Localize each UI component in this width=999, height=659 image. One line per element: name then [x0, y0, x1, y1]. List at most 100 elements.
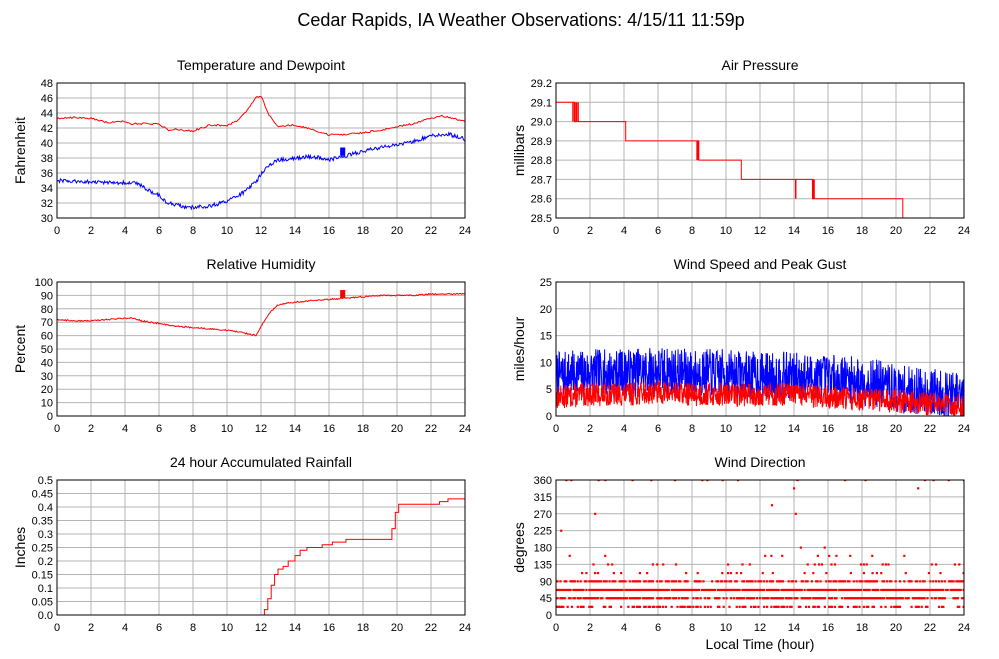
- direction-point: [646, 572, 649, 575]
- direction-point: [661, 588, 665, 592]
- y-axis-label: Inches: [12, 527, 28, 568]
- direction-point: [930, 563, 933, 566]
- direction-point: [624, 588, 627, 592]
- direction-point: [566, 588, 569, 592]
- direction-point: [725, 588, 728, 592]
- y-tick-label: 60: [41, 331, 53, 343]
- x-tick-label: 2: [587, 622, 593, 634]
- x-tick-label: 12: [754, 622, 766, 634]
- direction-point: [816, 588, 819, 592]
- y-tick-label: 0: [546, 610, 552, 622]
- direction-point: [685, 580, 688, 583]
- direction-point: [611, 563, 614, 566]
- direction-point: [939, 572, 942, 575]
- direction-point: [742, 605, 746, 608]
- y-tick-label: 0.4: [38, 502, 53, 514]
- direction-point: [962, 580, 964, 583]
- direction-point: [844, 588, 847, 592]
- direction-point: [952, 580, 955, 583]
- direction-point: [643, 605, 646, 608]
- direction-point: [885, 580, 889, 583]
- y-tick-label: 10: [41, 398, 53, 410]
- direction-point: [724, 588, 727, 592]
- direction-point: [676, 605, 679, 608]
- direction-point: [589, 605, 592, 608]
- direction-point: [641, 588, 644, 592]
- series-line: [556, 380, 964, 416]
- y-tick-label: 0: [546, 411, 552, 423]
- plot-area: [57, 290, 465, 337]
- direction-point: [950, 580, 954, 583]
- direction-point: [940, 605, 944, 608]
- direction-point: [956, 588, 959, 592]
- direction-point: [570, 480, 573, 482]
- direction-point: [859, 580, 863, 583]
- direction-point: [858, 597, 861, 600]
- direction-point: [591, 580, 594, 583]
- y-axis-label: Fahrenheit: [12, 117, 28, 184]
- y-tick-label: 135: [534, 559, 552, 571]
- x-tick-label: 16: [323, 225, 335, 237]
- direction-point: [594, 572, 597, 575]
- direction-point: [630, 588, 633, 592]
- direction-point: [872, 580, 876, 583]
- direction-point: [842, 580, 845, 583]
- direction-point: [689, 605, 692, 608]
- direction-point: [786, 605, 789, 608]
- direction-point: [669, 597, 672, 600]
- direction-point: [706, 597, 709, 600]
- direction-point: [699, 580, 702, 583]
- direction-point: [597, 480, 600, 482]
- direction-point: [599, 580, 602, 583]
- direction-point: [911, 597, 915, 600]
- direction-point: [562, 605, 565, 608]
- direction-point: [835, 554, 838, 557]
- direction-point: [659, 588, 662, 592]
- direction-point: [656, 563, 659, 566]
- direction-point: [673, 597, 676, 600]
- y-tick-label: 36: [41, 168, 53, 180]
- plot-frame: [555, 82, 965, 219]
- direction-point: [679, 605, 682, 608]
- direction-point: [696, 588, 699, 592]
- direction-point: [830, 605, 834, 608]
- direction-point: [716, 588, 720, 592]
- direction-point: [565, 588, 568, 592]
- x-tick-label: 24: [459, 423, 471, 435]
- direction-point: [556, 605, 559, 608]
- direction-point: [786, 597, 789, 600]
- x-tick-label: 22: [425, 225, 437, 237]
- y-tick-label: 225: [534, 526, 552, 538]
- direction-point: [914, 588, 918, 592]
- direction-point: [761, 597, 764, 600]
- direction-point: [735, 605, 738, 608]
- direction-point: [614, 597, 617, 600]
- direction-point: [804, 580, 808, 583]
- direction-point: [948, 580, 951, 583]
- direction-point: [559, 597, 562, 600]
- direction-point: [638, 605, 642, 608]
- x-tick-label: 14: [788, 423, 800, 435]
- direction-point: [680, 588, 683, 592]
- direction-point: [595, 597, 598, 600]
- x-tick-label: 4: [122, 622, 128, 634]
- direction-point: [599, 588, 602, 592]
- direction-point: [579, 605, 582, 608]
- direction-point: [560, 588, 563, 592]
- direction-point: [849, 572, 852, 575]
- direction-point: [620, 605, 623, 608]
- direction-point: [809, 588, 812, 592]
- x-tick-label: 6: [156, 423, 162, 435]
- direction-point: [771, 588, 774, 592]
- direction-point: [849, 554, 852, 557]
- direction-point: [907, 588, 910, 592]
- direction-point: [608, 597, 611, 600]
- direction-point: [722, 597, 725, 600]
- direction-point: [875, 572, 878, 575]
- direction-point: [712, 588, 715, 592]
- direction-point: [767, 597, 770, 600]
- direction-point: [768, 588, 772, 592]
- direction-point: [833, 597, 837, 600]
- direction-point: [596, 580, 600, 583]
